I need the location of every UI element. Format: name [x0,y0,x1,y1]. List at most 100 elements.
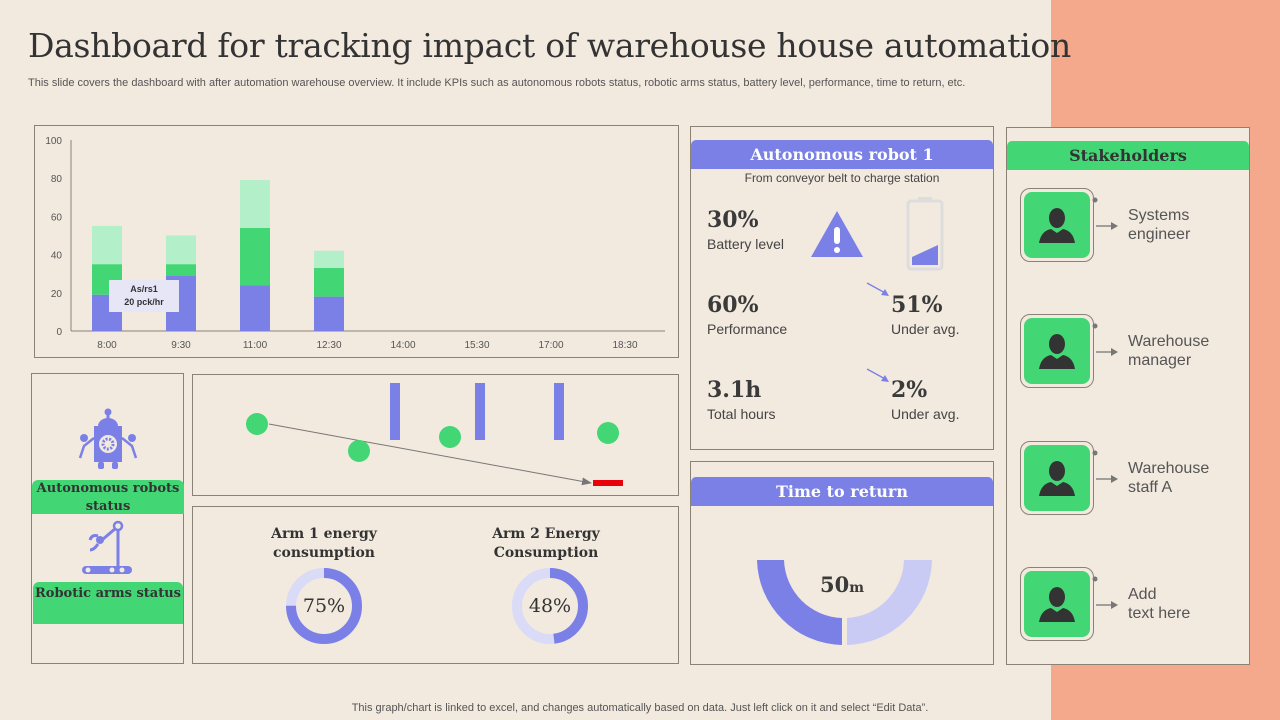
arm2-energy-donut [512,568,588,644]
autonomous-robots-status-label[interactable]: Autonomous robots status [32,480,184,514]
route-point [439,426,461,448]
autonomous-robot-header: Autonomous robot 1 [691,140,993,169]
battery-label: Battery level [707,236,785,252]
connector-arrow-icon [1092,323,1118,356]
y-tick-label: 60 [51,212,63,223]
stakeholder-label: Systems engineer [1128,206,1190,244]
arm2-energy-title: Arm 2 Energy Consumption [471,525,621,563]
donut-value-arc [286,568,362,644]
connector-arrow-icon [1092,450,1118,483]
time-to-return-gauge [757,560,932,645]
battery-icon [906,197,944,271]
route-point [348,440,370,462]
arm1-title-line1: Arm 1 energy [271,526,377,542]
autonomous-robot-panel: Autonomous robot 1 From conveyor belt to… [690,126,994,450]
performance-delta-value: 51% [891,292,943,318]
hours-value: 3.1h [707,377,762,403]
stakeholder-card [1020,441,1094,515]
performance-label: Performance [707,321,788,337]
arm1-energy-title: Arm 1 energy consumption [249,525,399,563]
bar-segment[interactable] [240,227,270,286]
stakeholder-line1: Systems [1128,207,1190,224]
time-unit: m [849,580,865,596]
y-tick-label: 100 [45,136,62,147]
page-title: Dashboard for tracking impact of warehou… [28,26,1071,65]
route-arrow [268,423,592,486]
stakeholder-item[interactable]: Systems engineer [1020,188,1240,264]
hours-label: Total hours [707,406,776,422]
stakeholder-card [1020,314,1094,388]
stakeholder-line1: Add [1128,586,1157,603]
x-tick-label: 11:00 [243,340,268,351]
donut-value-arc [512,568,588,644]
route-bar [390,383,400,440]
bar-segment[interactable] [166,235,196,265]
time-to-return-value: 50m [691,572,993,597]
route-panel [192,374,679,496]
stakeholder-item[interactable]: Add text here [1020,567,1240,643]
stakeholder-item[interactable]: Warehouse manager [1020,314,1240,390]
x-tick-label: 9:30 [171,340,191,351]
bar-segment[interactable] [314,296,344,331]
arm1-energy-value: 75% [302,595,346,617]
person-icon [1039,334,1075,369]
stakeholders-panel: Stakeholders Systems engineer Warehouse ma… [1006,127,1250,665]
x-tick-label: 18:30 [612,340,637,351]
x-tick-label: 15:30 [464,340,489,351]
bar-segment[interactable] [314,267,344,297]
stakeholder-line1: Warehouse [1128,460,1210,477]
hours-delta-value: 2% [891,377,928,403]
stakeholder-card [1020,567,1094,641]
trend-down-arrow-icon [866,368,889,382]
warning-icon [811,211,863,257]
route-bar [475,383,485,440]
route-point [597,422,619,444]
route-description: From conveyor belt to charge station [744,171,940,185]
annotation-line1: As/rs1 [130,284,158,294]
arm1-energy-donut [286,568,362,644]
y-tick-label: 40 [51,251,63,262]
chart-annotation: As/rs1 20 pck/hr [109,280,179,312]
page-subtitle: This slide covers the dashboard with aft… [28,77,966,89]
status-panel: Autonomous robots status Robotic arms st… [31,373,184,664]
arm2-energy-value: 48% [528,595,572,617]
robotic-arm-icon [82,520,132,574]
connector-arrow-icon [1092,576,1118,609]
stakeholders-header: Stakeholders [1007,141,1249,170]
arm2-title-line2: Consumption [493,545,599,561]
bar-segment[interactable] [92,225,122,265]
stakeholder-card [1020,188,1094,262]
stakeholder-label: Warehouse staff A [1128,459,1209,497]
bar-segment[interactable] [240,285,270,331]
route-point [246,413,268,435]
performance-value: 60% [707,292,759,318]
footer-note: This graph/chart is linked to excel, and… [351,702,929,714]
arm1-title-line2: consumption [272,545,375,561]
robot-icon [78,408,138,469]
x-tick-label: 17:00 [538,340,563,351]
bar-segment[interactable] [314,250,344,268]
person-icon [1039,461,1075,496]
route-bar [554,383,564,440]
arm2-title-line1: Arm 2 Energy [492,526,600,542]
connector-arrow-icon [1092,197,1118,230]
annotation-line2: 20 pck/hr [124,297,164,307]
hours-delta-label: Under avg. [891,406,960,422]
battery-value: 30% [707,207,759,233]
trend-down-arrow-icon [866,282,889,296]
y-tick-label: 20 [51,289,63,300]
performance-delta-label: Under avg. [891,321,960,337]
bar-chart-panel[interactable]: 0 20 40 60 80 100 8:00 9:30 11:00 12:30 14:00 15:30… [34,125,679,358]
person-icon [1039,587,1075,622]
time-value: 50 [819,572,850,597]
bar-segment[interactable] [166,264,196,276]
stakeholder-item[interactable]: Warehouse staff A [1020,441,1240,517]
x-tick-label: 14:00 [390,340,415,351]
bar-segment[interactable] [240,180,270,228]
stakeholder-label: Warehouse manager [1128,332,1209,370]
y-tick-label: 0 [56,327,62,338]
time-to-return-header: Time to return [691,477,993,506]
stakeholder-line1: Warehouse [1128,333,1210,350]
robotic-arms-status-label[interactable]: Robotic arms status [33,582,183,624]
y-tick-label: 80 [51,174,63,185]
